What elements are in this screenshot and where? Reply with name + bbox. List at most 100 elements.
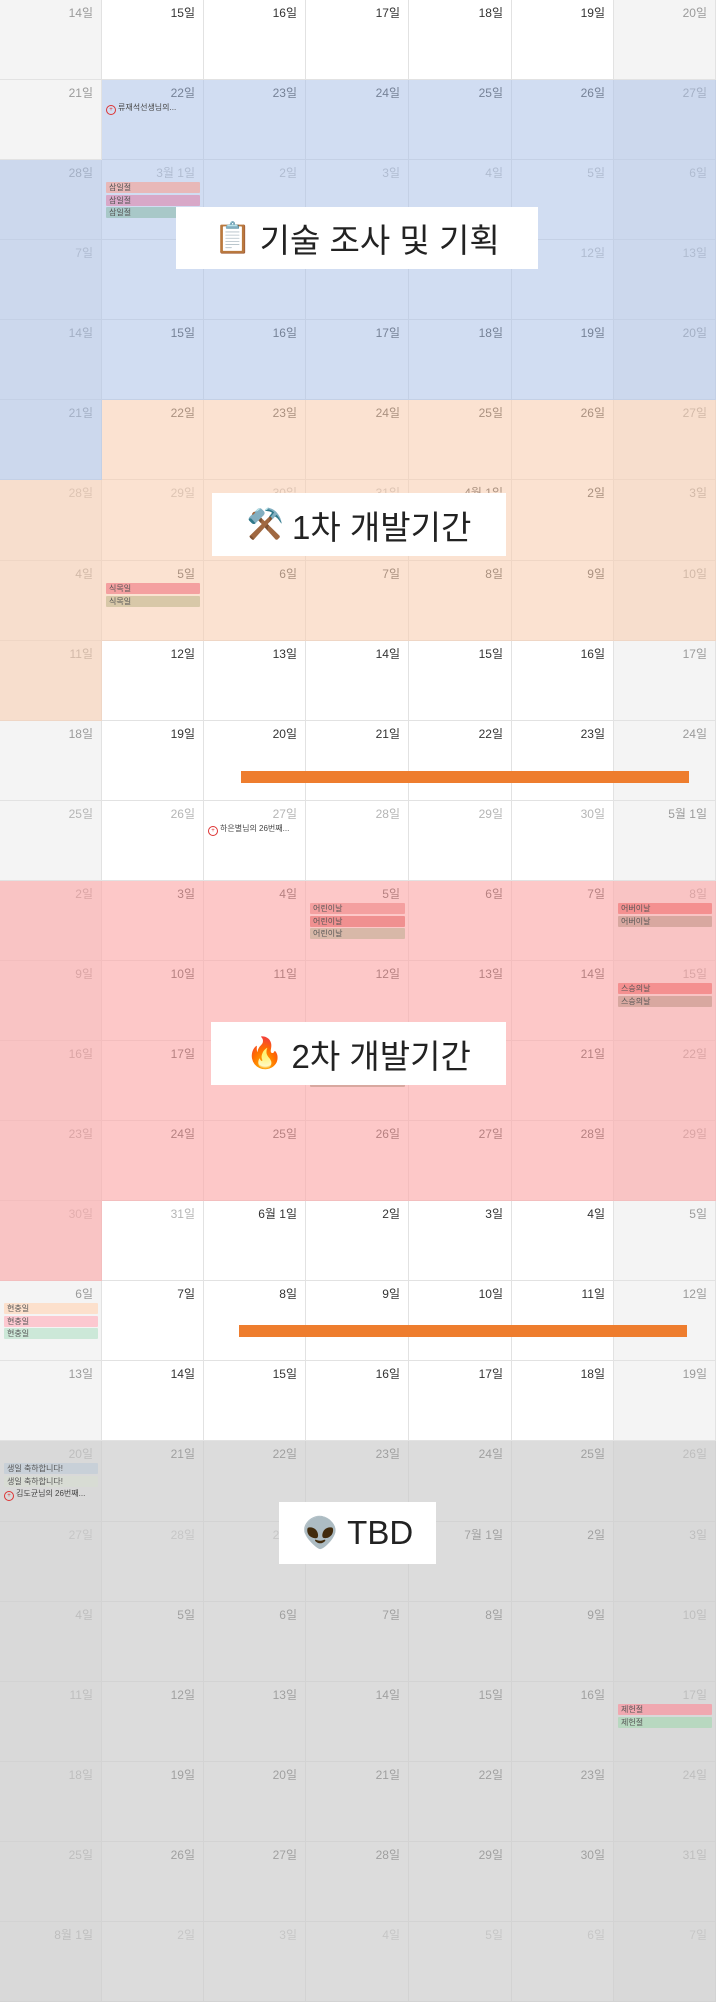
- day-cell[interactable]: 8일: [409, 561, 512, 641]
- day-cell[interactable]: 7일: [0, 240, 102, 320]
- day-cell[interactable]: 24일: [306, 400, 409, 480]
- day-cell[interactable]: 23일: [204, 400, 306, 480]
- day-cell[interactable]: 24일: [614, 721, 716, 801]
- birthday-event[interactable]: + 하은별님의 26번째...: [208, 823, 289, 836]
- day-cell[interactable]: 15일: [409, 641, 512, 721]
- day-cell[interactable]: 27일: [614, 400, 716, 480]
- day-cell[interactable]: 7일: [306, 561, 409, 641]
- day-cell[interactable]: 7일: [512, 881, 614, 961]
- day-cell[interactable]: 18일: [409, 0, 512, 80]
- day-cell[interactable]: 20일: [204, 721, 306, 801]
- day-cell[interactable]: 2일: [102, 1922, 204, 2002]
- day-cell[interactable]: 26일: [614, 1441, 716, 1522]
- day-cell[interactable]: 28일: [306, 801, 409, 881]
- day-cell[interactable]: 13일: [204, 1682, 306, 1762]
- day-cell[interactable]: 11일: [0, 1682, 102, 1762]
- day-cell[interactable]: 13일: [614, 240, 716, 320]
- day-cell[interactable]: 25일: [512, 1441, 614, 1522]
- day-cell[interactable]: 4일: [512, 1201, 614, 1281]
- day-cell[interactable]: 21일: [306, 721, 409, 801]
- day-cell[interactable]: 28일: [102, 1522, 204, 1602]
- day-cell[interactable]: 15일: [409, 1682, 512, 1762]
- calendar-event[interactable]: 현충일: [4, 1315, 98, 1327]
- day-cell[interactable]: 10일: [614, 1602, 716, 1682]
- calendar-event[interactable]: 삼일절: [106, 182, 200, 193]
- day-cell[interactable]: 22일: [614, 1041, 716, 1121]
- day-cell[interactable]: 22일: [409, 721, 512, 801]
- day-cell[interactable]: 23일: [512, 721, 614, 801]
- day-cell[interactable]: 26일: [512, 400, 614, 480]
- calendar-event[interactable]: 스승의날: [618, 983, 712, 994]
- calendar-event[interactable]: 현충일: [4, 1328, 98, 1339]
- day-cell[interactable]: 2일: [512, 1522, 614, 1602]
- day-cell[interactable]: 3일: [102, 881, 204, 961]
- day-cell[interactable]: 12일: [102, 1682, 204, 1762]
- day-cell[interactable]: 14일: [0, 0, 102, 80]
- calendar-event[interactable]: 삼일절: [106, 207, 200, 218]
- day-cell[interactable]: 7일: [102, 1281, 204, 1361]
- day-cell[interactable]: 6일: [409, 881, 512, 961]
- day-cell[interactable]: 6일: [204, 561, 306, 641]
- day-cell[interactable]: 10일: [409, 1281, 512, 1361]
- day-cell[interactable]: 28일: [0, 160, 102, 240]
- day-cell[interactable]: 21일: [306, 1762, 409, 1842]
- day-cell[interactable]: 19일: [512, 0, 614, 80]
- day-cell[interactable]: 20일: [204, 1762, 306, 1842]
- day-cell[interactable]: 19일: [102, 1762, 204, 1842]
- birthday-event[interactable]: + 류재석선생님의...: [106, 102, 176, 115]
- calendar-event[interactable]: 어린이날: [310, 903, 405, 914]
- day-cell[interactable]: 17일: [409, 1361, 512, 1441]
- day-cell[interactable]: 22일: [409, 1762, 512, 1842]
- day-cell[interactable]: 19일: [102, 721, 204, 801]
- day-cell[interactable]: 18일: [512, 1361, 614, 1441]
- day-cell[interactable]: 15일: [102, 0, 204, 80]
- day-cell[interactable]: 8일: [204, 1281, 306, 1361]
- day-cell[interactable]: 29일: [409, 1842, 512, 1922]
- calendar-event[interactable]: 어린이날: [310, 915, 405, 927]
- day-cell[interactable]: 3일: [409, 1201, 512, 1281]
- day-cell[interactable]: 31일: [102, 1201, 204, 1281]
- day-cell[interactable]: 7일: [614, 1922, 716, 2002]
- day-cell[interactable]: 13일: [0, 1361, 102, 1441]
- calendar-event[interactable]: 스승의날: [618, 995, 712, 1007]
- day-cell[interactable]: 30일: [512, 801, 614, 881]
- day-cell[interactable]: 28일: [0, 480, 102, 561]
- day-cell[interactable]: 8일: [409, 1602, 512, 1682]
- day-cell[interactable]: 4일: [0, 561, 102, 641]
- day-cell[interactable]: 20일: [614, 320, 716, 400]
- day-cell[interactable]: 21일: [0, 80, 102, 160]
- day-cell[interactable]: 19일: [614, 1361, 716, 1441]
- day-cell[interactable]: 5월 1일: [614, 801, 716, 881]
- day-cell[interactable]: 21일: [102, 1441, 204, 1522]
- day-cell[interactable]: 27일: [614, 80, 716, 160]
- day-cell[interactable]: 16일: [306, 1361, 409, 1441]
- day-cell[interactable]: 16일: [204, 320, 306, 400]
- day-cell[interactable]: 16일: [512, 641, 614, 721]
- birthday-event[interactable]: + 김도균님의 26번째...: [4, 1488, 85, 1501]
- day-cell[interactable]: 4일: [204, 881, 306, 961]
- day-cell[interactable]: 26일: [306, 1121, 409, 1201]
- day-cell[interactable]: 16일: [0, 1041, 102, 1121]
- day-cell[interactable]: 2일: [0, 881, 102, 961]
- day-cell[interactable]: 11일: [512, 1281, 614, 1361]
- day-cell[interactable]: 8월 1일: [0, 1922, 102, 2002]
- day-cell[interactable]: 9일: [512, 561, 614, 641]
- day-cell[interactable]: 7일: [306, 1602, 409, 1682]
- day-cell[interactable]: 25일: [204, 1121, 306, 1201]
- day-cell[interactable]: 28일: [306, 1842, 409, 1922]
- day-cell[interactable]: 25일: [0, 1842, 102, 1922]
- day-cell[interactable]: 12일: [614, 1281, 716, 1361]
- calendar-event[interactable]: 삼일절: [106, 194, 200, 206]
- day-cell[interactable]: 6일: [614, 160, 716, 240]
- day-cell[interactable]: 3일: [614, 480, 716, 561]
- day-cell[interactable]: 9일: [306, 1281, 409, 1361]
- calendar-event[interactable]: 식목일: [106, 595, 200, 607]
- day-cell[interactable]: 29일: [409, 801, 512, 881]
- day-cell[interactable]: 10일: [102, 961, 204, 1041]
- day-cell[interactable]: 17일: [102, 1041, 204, 1121]
- day-cell[interactable]: 3일: [614, 1522, 716, 1602]
- day-cell[interactable]: 18일: [0, 1762, 102, 1842]
- day-cell[interactable]: 9일: [0, 961, 102, 1041]
- day-cell[interactable]: 16일: [512, 1682, 614, 1762]
- calendar-event[interactable]: 현충일: [4, 1303, 98, 1314]
